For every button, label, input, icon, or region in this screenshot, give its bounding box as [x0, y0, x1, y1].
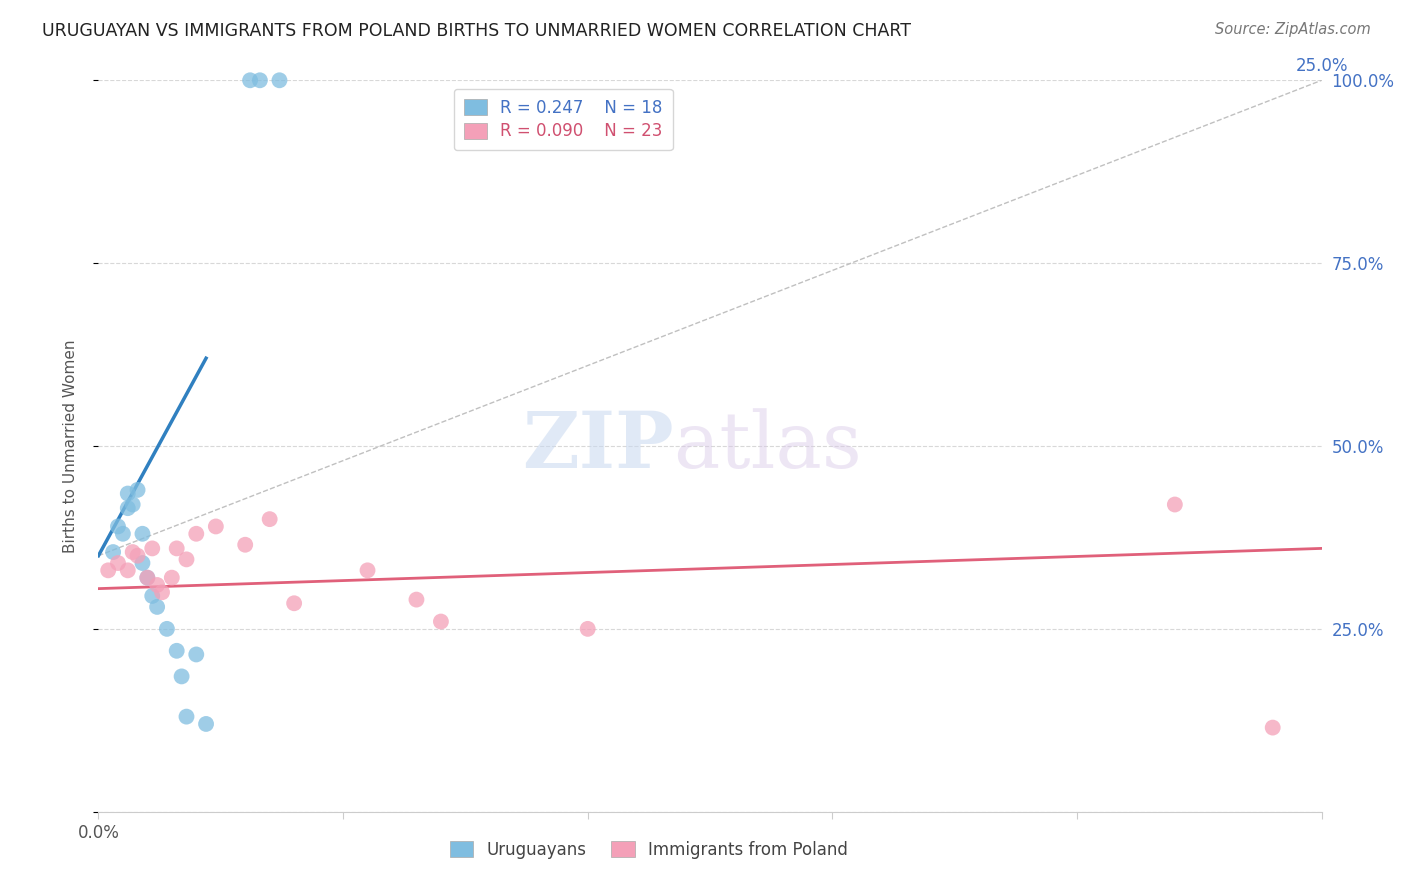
Text: URUGUAYAN VS IMMIGRANTS FROM POLAND BIRTHS TO UNMARRIED WOMEN CORRELATION CHART: URUGUAYAN VS IMMIGRANTS FROM POLAND BIRT… — [42, 22, 911, 40]
Point — [117, 501, 139, 516]
Point — [150, 585, 173, 599]
Point — [97, 563, 120, 577]
Point — [141, 541, 163, 556]
Point — [156, 622, 179, 636]
Point — [131, 526, 153, 541]
Point — [107, 556, 129, 570]
Point — [249, 73, 271, 87]
Y-axis label: Births to Unmarried Women: Births to Unmarried Women — [63, 339, 77, 553]
Point — [111, 526, 134, 541]
Point — [121, 545, 143, 559]
Point — [127, 549, 149, 563]
Text: atlas: atlas — [673, 409, 862, 483]
Point — [117, 486, 139, 500]
Point — [121, 498, 143, 512]
Point — [146, 599, 169, 614]
Point — [269, 73, 291, 87]
Point — [405, 592, 427, 607]
Point — [176, 709, 198, 723]
Point — [136, 571, 159, 585]
Point — [356, 563, 378, 577]
Point — [186, 648, 208, 662]
Point — [195, 717, 218, 731]
Point — [259, 512, 281, 526]
Point — [160, 571, 183, 585]
Point — [205, 519, 228, 533]
Point — [239, 73, 262, 87]
Point — [1261, 721, 1284, 735]
Point — [117, 563, 139, 577]
Point — [131, 556, 153, 570]
Point — [170, 669, 193, 683]
Point — [127, 483, 149, 497]
Point — [176, 552, 198, 566]
Point — [107, 519, 129, 533]
Point — [430, 615, 453, 629]
Legend: Uruguayans, Immigrants from Poland: Uruguayans, Immigrants from Poland — [443, 834, 855, 865]
Point — [576, 622, 599, 636]
Point — [233, 538, 256, 552]
Point — [136, 571, 159, 585]
Point — [166, 644, 188, 658]
Point — [166, 541, 188, 556]
Point — [283, 596, 305, 610]
Point — [101, 545, 124, 559]
Text: Source: ZipAtlas.com: Source: ZipAtlas.com — [1215, 22, 1371, 37]
Point — [1164, 498, 1187, 512]
Point — [141, 589, 163, 603]
Point — [186, 526, 208, 541]
Point — [146, 578, 169, 592]
Text: ZIP: ZIP — [522, 408, 673, 484]
